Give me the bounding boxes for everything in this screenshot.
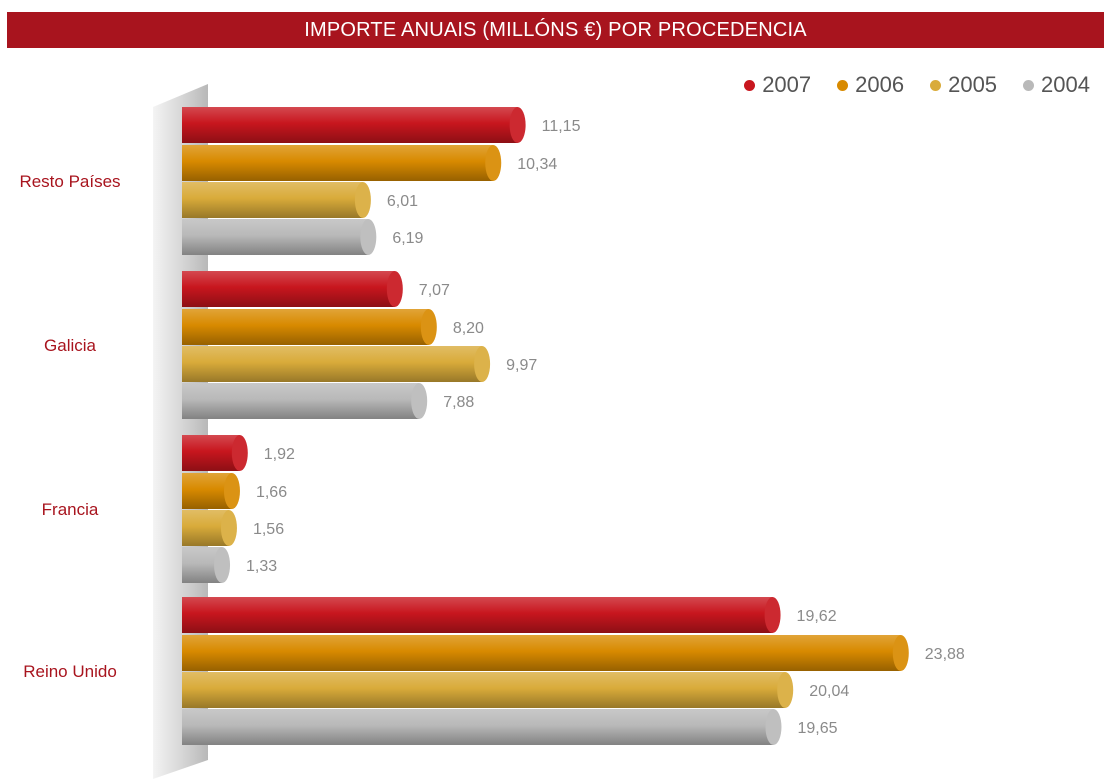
- bar-2006: [182, 145, 494, 181]
- legend-label-2005: 2005: [948, 72, 998, 97]
- bar-2005: [182, 182, 363, 218]
- value-label: 10,34: [517, 156, 557, 173]
- category-label: Reino Unido: [23, 662, 117, 681]
- legend-label-2004: 2004: [1041, 72, 1090, 97]
- bar-cap: [509, 107, 526, 143]
- legend-dot-2004: [1023, 79, 1035, 91]
- bar-cap: [386, 271, 403, 307]
- bar-2005: [182, 346, 483, 382]
- bar-cap: [764, 597, 781, 633]
- bar-cap: [474, 346, 491, 382]
- bar-2004: [182, 709, 774, 745]
- value-label: 6,01: [387, 193, 418, 210]
- value-label: 19,65: [797, 720, 837, 737]
- bar-cap: [223, 473, 240, 509]
- legend: 2007 2006 2005 2004: [744, 72, 1090, 98]
- legend-item-2006: 2006: [837, 72, 904, 98]
- bars-group: 11,15 10,34 6,01 6,19 7,07 8,20 9,97 7,88 1,92 1,…: [182, 107, 965, 745]
- category-labels: Resto Países Galicia Francia Reino Unido: [19, 172, 120, 681]
- legend-item-2004: 2004: [1023, 72, 1090, 98]
- bar-cap: [485, 145, 502, 181]
- legend-dot-2007: [744, 79, 756, 91]
- legend-item-2005: 2005: [930, 72, 997, 98]
- bar-cap: [220, 510, 237, 546]
- bar-cap: [411, 383, 428, 419]
- legend-label-2006: 2006: [855, 72, 905, 97]
- bar-cap: [231, 435, 248, 471]
- bar-cap: [892, 635, 909, 671]
- value-label: 6,19: [392, 230, 423, 247]
- legend-item-2007: 2007: [744, 72, 811, 98]
- legend-dot-2005: [930, 79, 942, 91]
- legend-label-2007: 2007: [762, 72, 812, 97]
- bar-cap: [354, 182, 371, 218]
- bar-2004: [182, 383, 420, 419]
- value-label: 7,07: [419, 282, 450, 299]
- bar-cap: [214, 547, 231, 583]
- value-label: 1,56: [253, 521, 284, 538]
- value-label: 23,88: [925, 646, 965, 663]
- bar-2007: [182, 597, 773, 633]
- category-label: Galicia: [44, 336, 97, 355]
- category-label: Francia: [42, 500, 99, 519]
- bar-2006: [182, 309, 429, 345]
- bar-2005: [182, 672, 786, 708]
- value-label: 1,92: [264, 446, 295, 463]
- value-label: 7,88: [443, 394, 474, 411]
- value-label: 19,62: [797, 608, 837, 625]
- category-label: Resto Países: [19, 172, 120, 191]
- bar-cap: [420, 309, 437, 345]
- bar-2006: [182, 473, 232, 509]
- bar-2007: [182, 271, 395, 307]
- value-label: 1,66: [256, 484, 287, 501]
- title-bar: IMPORTE ANUAIS (MILLÓNS €) POR PROCEDENC…: [7, 12, 1104, 48]
- bar-2007: [182, 107, 518, 143]
- value-label: 1,33: [246, 558, 277, 575]
- value-label: 11,15: [542, 118, 581, 135]
- value-label: 9,97: [506, 357, 537, 374]
- bar-cap: [765, 709, 782, 745]
- value-label: 8,20: [453, 320, 484, 337]
- chart-title: IMPORTE ANUAIS (MILLÓNS €) POR PROCEDENC…: [304, 18, 807, 41]
- bar-cap: [360, 219, 377, 255]
- value-label: 20,04: [809, 683, 849, 700]
- bar-2006: [182, 635, 901, 671]
- bar-2007: [182, 435, 240, 471]
- bar-cap: [777, 672, 794, 708]
- legend-dot-2006: [837, 79, 849, 91]
- bar-2004: [182, 219, 369, 255]
